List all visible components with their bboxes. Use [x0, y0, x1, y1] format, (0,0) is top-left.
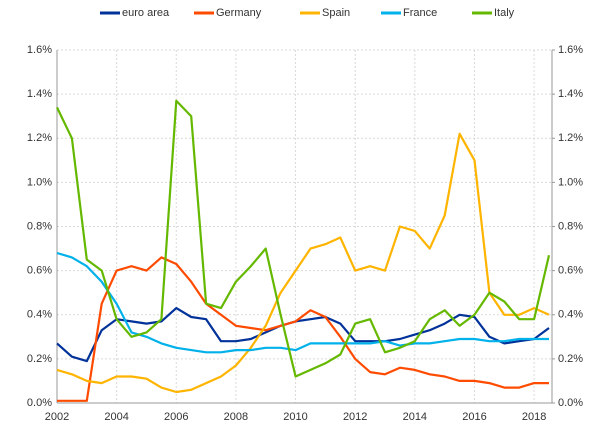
y2-tick-label: 0.6% [558, 265, 583, 277]
y2-tick-label: 1.4% [558, 88, 583, 100]
x-tick-label: 2010 [283, 411, 307, 423]
y-tick-label: 1.4% [27, 88, 52, 100]
x-tick-label: 2018 [522, 411, 546, 423]
legend-label: Italy [494, 7, 515, 19]
legend-label: euro area [122, 7, 170, 19]
y2-tick-label: 1.2% [558, 132, 583, 144]
y2-tick-label: 0.2% [558, 353, 583, 365]
y-tick-label: 1.2% [27, 132, 52, 144]
x-tick-label: 2012 [343, 411, 367, 423]
line-series [56, 132, 550, 394]
x-tick-label: 2014 [403, 411, 427, 423]
line-series [57, 256, 549, 402]
y2-tick-label: 0.0% [558, 397, 583, 409]
y-tick-label: 0.8% [27, 220, 52, 232]
legend-label: Germany [216, 7, 262, 19]
y2-tick-label: 0.4% [558, 309, 583, 321]
x-tick-label: 2016 [462, 411, 486, 423]
y-tick-label: 0.2% [27, 353, 52, 365]
x-tick-label: 2008 [224, 411, 248, 423]
y-tick-label: 1.0% [27, 176, 52, 188]
legend-label: Spain [322, 7, 350, 19]
y-tick-label: 1.6% [27, 44, 52, 56]
x-tick-label: 2006 [164, 411, 188, 423]
y2-tick-label: 1.6% [558, 44, 583, 56]
x-tick-label: 2002 [45, 411, 69, 423]
y2-tick-label: 0.8% [558, 220, 583, 232]
legend-label: France [403, 7, 437, 19]
y-tick-label: 0.0% [27, 397, 52, 409]
y2-tick-label: 1.0% [558, 176, 583, 188]
line-series [56, 307, 550, 363]
y-tick-label: 0.4% [27, 309, 52, 321]
line-series [56, 99, 551, 378]
x-tick-label: 2004 [104, 411, 128, 423]
y-tick-label: 0.6% [27, 265, 52, 277]
